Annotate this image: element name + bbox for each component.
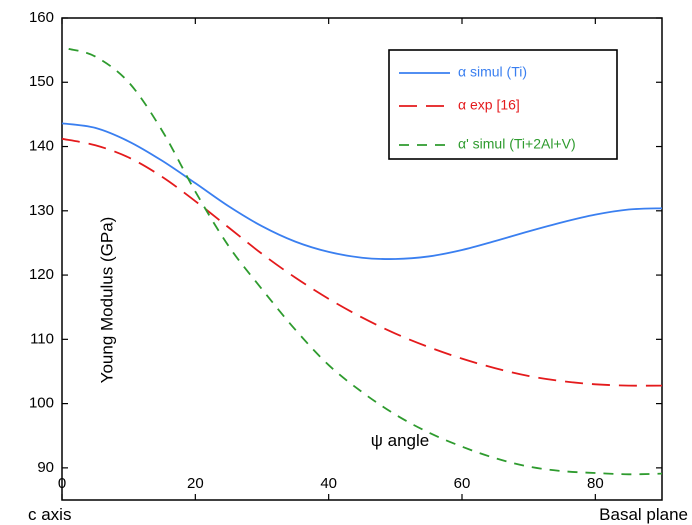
x-axis-ticks: 0 20 40 60 80 [58,18,604,500]
series-line-2 [61,137,663,387]
y-axis-ticks: 90 100 110 120 130 140 150 160 [29,9,662,476]
y-axis-title: Young Modulus (GPa) [97,217,116,384]
x-tick-label: 20 [187,475,204,492]
legend: α simul (Ti) α exp [16] α' simul (Ti+2Al+V… [388,49,618,160]
x-tick-label: 60 [454,475,471,492]
series-line-1 [61,122,663,260]
y-tick-label: 100 [29,395,54,412]
y-tick-label: 120 [29,266,54,283]
legend-label-2: α exp [16] [458,97,520,113]
series-group [61,47,663,476]
x-tick-label: 80 [587,475,604,492]
x-axis-left-end-label: c axis [28,505,71,524]
x-tick-label: 40 [320,475,337,492]
legend-box [388,49,618,160]
x-tick-label: 0 [58,475,66,492]
legend-label-1: α simul (Ti) [458,64,527,80]
legend-label-3: α' simul (Ti+2Al+V) [458,136,576,152]
x-axis-right-end-label: Basal plane [599,505,688,524]
x-axis-title: ψ angle [371,431,429,450]
y-tick-label: 150 [29,73,54,90]
y-tick-label: 130 [29,202,54,219]
y-tick-label: 110 [30,330,54,347]
y-tick-label: 140 [29,138,54,155]
y-tick-label: 90 [37,459,54,476]
y-tick-label: 160 [29,9,54,26]
legend-items: α simul (Ti) α exp [16] α' simul (Ti+2Al+V… [399,64,576,152]
plot-frame [61,17,663,501]
plot-area-border [61,17,663,501]
series-line-3 [68,47,663,476]
